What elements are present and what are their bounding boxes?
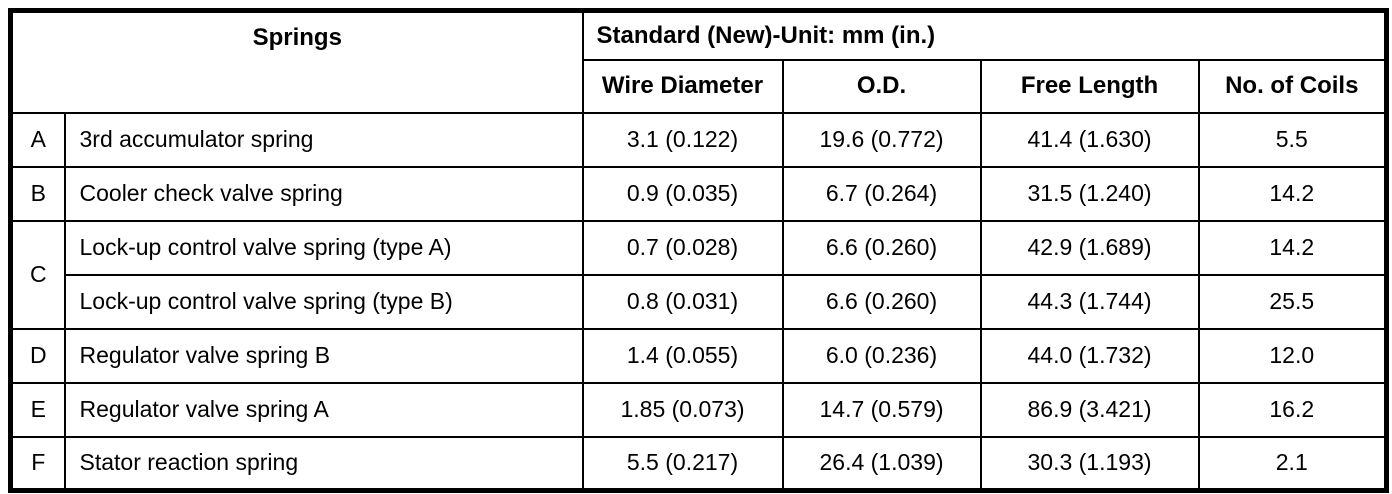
table-row: D Regulator valve spring B 1.4 (0.055) 6…: [9, 327, 1388, 384]
row-key: B: [9, 165, 66, 222]
table-row: B Cooler check valve spring 0.9 (0.035) …: [9, 165, 1388, 222]
spring-name: Stator reaction spring: [63, 435, 584, 492]
coils-value: 5.5: [1197, 111, 1388, 168]
free-length-value: 44.0 (1.732): [979, 327, 1200, 384]
spring-name: Cooler check valve spring: [63, 165, 584, 222]
wire-diameter-value: 3.1 (0.122): [581, 111, 784, 168]
table-row: F Stator reaction spring 5.5 (0.217) 26.…: [9, 435, 1388, 492]
od-value: 26.4 (1.039): [781, 435, 982, 492]
header-row-1: Springs Standard (New)-Unit: mm (in.): [9, 9, 1388, 114]
wire-diameter-value: 1.4 (0.055): [581, 327, 784, 384]
standard-unit-header: Standard (New)-Unit: mm (in.): [581, 9, 1388, 61]
header-row-2: Wire Diameter O.D. Free Length No. of Co…: [11, 58, 1388, 114]
coils-value: 14.2: [1197, 219, 1388, 276]
wire-diameter-value: 0.8 (0.031): [581, 273, 784, 330]
free-length-value: 42.9 (1.689): [979, 219, 1200, 276]
row-key: D: [9, 327, 66, 384]
wire-diameter-value: 0.7 (0.028): [581, 219, 784, 276]
springs-header: Springs: [9, 9, 584, 114]
wire-diameter-value: 0.9 (0.035): [581, 165, 784, 222]
col-header-od: O.D.: [781, 58, 982, 114]
table-row: A 3rd accumulator spring 3.1 (0.122) 19.…: [9, 111, 1388, 168]
od-value: 6.0 (0.236): [781, 327, 982, 384]
spring-name: Regulator valve spring B: [63, 327, 584, 384]
od-value: 19.6 (0.772): [781, 111, 982, 168]
free-length-value: 44.3 (1.744): [979, 273, 1200, 330]
coils-value: 14.2: [1197, 165, 1388, 222]
row-key: E: [9, 381, 66, 438]
col-header-no-of-coils: No. of Coils: [1197, 58, 1388, 114]
col-header-wire-diameter: Wire Diameter: [581, 58, 784, 114]
coils-value: 25.5: [1197, 273, 1388, 330]
od-value: 6.6 (0.260): [781, 219, 982, 276]
spring-name: Lock-up control valve spring (type A): [63, 219, 584, 276]
spring-name: Lock-up control valve spring (type B): [63, 273, 584, 330]
od-value: 6.6 (0.260): [781, 273, 982, 330]
coils-value: 2.1: [1197, 435, 1388, 492]
table-row: C Lock-up control valve spring (type A) …: [9, 219, 1388, 330]
wire-diameter-value: 1.85 (0.073): [581, 381, 784, 438]
spring-name: Regulator valve spring A: [63, 381, 584, 438]
wire-diameter-value: 5.5 (0.217): [581, 435, 784, 492]
row-key: F: [9, 435, 66, 492]
row-key: A: [9, 111, 66, 168]
od-value: 6.7 (0.264): [781, 165, 982, 222]
spring-name: 3rd accumulator spring: [63, 111, 584, 168]
od-value: 14.7 (0.579): [781, 381, 982, 438]
row-key: C: [9, 219, 66, 330]
table-row: E Regulator valve spring A 1.85 (0.073) …: [9, 381, 1388, 438]
coils-value: 12.0: [1197, 327, 1388, 384]
free-length-value: 86.9 (3.421): [979, 381, 1200, 438]
coils-value: 16.2: [1197, 381, 1388, 438]
free-length-value: 31.5 (1.240): [979, 165, 1200, 222]
table-row: Lock-up control valve spring (type B) 0.…: [11, 273, 1388, 330]
col-header-free-length: Free Length: [979, 58, 1200, 114]
free-length-value: 41.4 (1.630): [979, 111, 1200, 168]
springs-spec-table: Springs Standard (New)-Unit: mm (in.) Wi…: [8, 8, 1390, 493]
free-length-value: 30.3 (1.193): [979, 435, 1200, 492]
